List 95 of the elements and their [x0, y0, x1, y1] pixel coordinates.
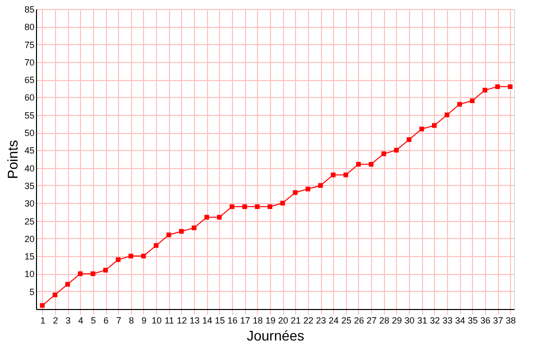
- x-tick-label: 18: [252, 316, 263, 326]
- x-tick-label: 9: [141, 316, 146, 326]
- x-tick-label: 19: [265, 316, 276, 326]
- point: [103, 268, 108, 273]
- x-tick-label: 16: [227, 316, 238, 326]
- point: [444, 112, 450, 118]
- point: [52, 292, 58, 298]
- point: [356, 162, 361, 167]
- point: [495, 84, 500, 89]
- x-tick-label: 24: [328, 316, 339, 326]
- point: [508, 84, 513, 89]
- point: [318, 183, 323, 188]
- x-tick-label: 28: [379, 316, 390, 326]
- x-tick-label: 37: [493, 316, 504, 326]
- y-tick-label: 85: [24, 4, 34, 14]
- y-tick-label: 15: [24, 252, 34, 262]
- x-tick-label: 26: [354, 316, 364, 326]
- point: [482, 88, 488, 93]
- y-tick-label: 20: [24, 234, 34, 244]
- x-tick-label: 5: [90, 316, 96, 326]
- x-tick-label: 38: [506, 316, 516, 326]
- x-tick-label: 32: [430, 316, 440, 326]
- point: [141, 254, 146, 258]
- point: [406, 137, 412, 142]
- y-tick-label: 40: [24, 163, 34, 174]
- point: [394, 148, 399, 153]
- y-tick-label: 30: [24, 198, 34, 209]
- point: [368, 162, 374, 167]
- x-tick-label: 20: [278, 316, 288, 326]
- point: [166, 232, 172, 238]
- point: [330, 172, 336, 178]
- x-tick-label: 31: [417, 316, 428, 326]
- point: [78, 271, 83, 276]
- x-tick-label: 17: [240, 316, 250, 326]
- point: [154, 243, 158, 248]
- point: [292, 190, 298, 195]
- point: [116, 257, 121, 262]
- x-axis-title: Journées: [246, 328, 304, 344]
- x-tick-label: 35: [468, 316, 478, 326]
- y-tick-label: 70: [24, 57, 34, 68]
- x-tick-label: 36: [480, 316, 490, 326]
- x-tick-label: 14: [202, 316, 212, 326]
- x-tick-label: 15: [214, 316, 225, 326]
- x-tick-label: 1: [40, 316, 46, 326]
- y-tick-label: 80: [24, 22, 34, 32]
- x-tick-label: 4: [78, 316, 84, 326]
- x-tick-label: 27: [366, 316, 377, 326]
- x-tick-label: 33: [442, 316, 452, 326]
- y-tick-label: 5: [29, 286, 34, 297]
- point: [230, 204, 234, 209]
- point: [268, 204, 272, 209]
- x-tick-label: 12: [176, 316, 187, 326]
- y-tick-label: 65: [24, 75, 34, 86]
- point: [432, 123, 437, 128]
- x-tick-label: 2: [52, 316, 58, 326]
- x-tick-label: 29: [392, 316, 402, 326]
- point: [90, 271, 96, 276]
- point: [192, 225, 196, 230]
- x-tick-label: 7: [116, 316, 122, 326]
- x-tick-label: 11: [164, 316, 174, 326]
- point: [204, 214, 210, 220]
- x-tick-label: 25: [341, 316, 352, 326]
- y-tick-label: 75: [24, 40, 34, 50]
- x-tick-label: 30: [404, 316, 415, 326]
- y-tick-label: 60: [24, 92, 34, 103]
- point: [280, 200, 285, 206]
- x-tick-label: 13: [190, 316, 200, 326]
- point: [381, 151, 386, 156]
- point: [306, 186, 310, 192]
- point: [217, 214, 222, 220]
- x-tick-label: 10: [152, 316, 162, 326]
- x-tick-label: 8: [128, 316, 134, 326]
- point: [128, 254, 134, 258]
- point: [470, 98, 475, 104]
- y-tick-label: 10: [24, 269, 34, 280]
- y-tick-label: 25: [24, 216, 34, 226]
- y-tick-label: 45: [24, 146, 34, 156]
- y-axis-title: Points: [4, 140, 20, 179]
- y-tick-label: 55: [24, 110, 34, 120]
- x-tick-label: 6: [104, 316, 109, 326]
- x-tick-label: 34: [455, 316, 466, 326]
- y-tick-label: 50: [24, 128, 34, 138]
- point: [242, 204, 247, 209]
- point: [343, 172, 348, 178]
- x-tick-label: 21: [290, 316, 301, 326]
- x-tick-label: 3: [66, 316, 71, 326]
- point: [179, 229, 184, 234]
- point: [65, 282, 70, 287]
- y-tick-label: 35: [24, 180, 34, 191]
- x-tick-label: 22: [303, 316, 314, 326]
- point: [254, 204, 260, 209]
- point: [40, 303, 45, 308]
- point: [457, 102, 462, 107]
- x-tick-label: 23: [316, 316, 326, 326]
- point: [419, 126, 424, 132]
